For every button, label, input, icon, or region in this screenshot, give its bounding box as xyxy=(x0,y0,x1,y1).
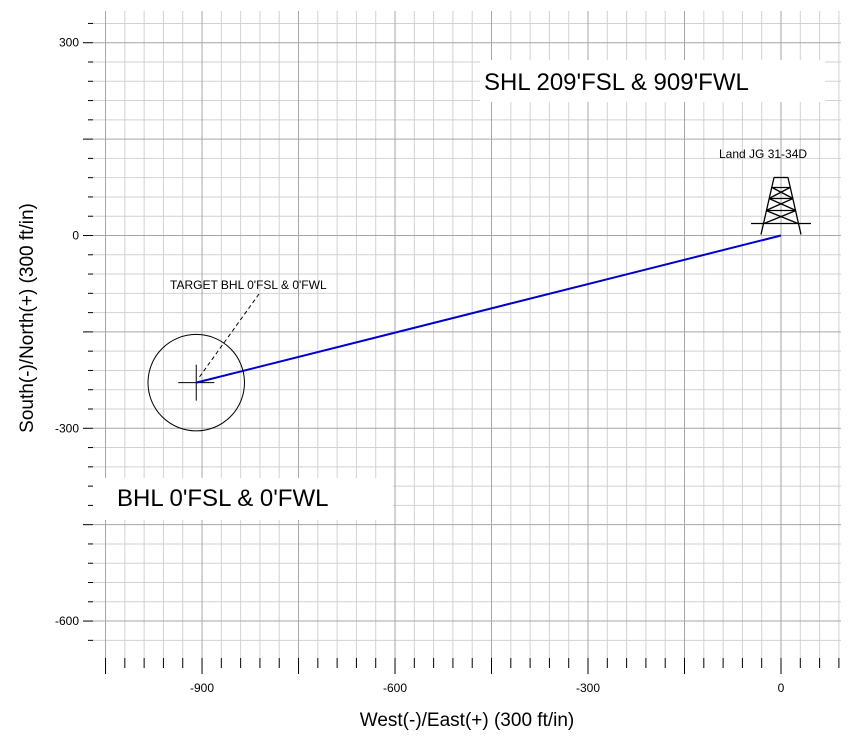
rig-diagonal xyxy=(763,209,797,225)
tick-labels: -900 -600 -300 0 300 0 -300 -600 xyxy=(55,36,785,695)
rig-leg-left xyxy=(760,177,775,235)
bhl-label-background xyxy=(93,478,393,520)
y-tick-label: -600 xyxy=(55,614,79,628)
drilling-rig-icon xyxy=(751,176,811,235)
bhl-annotation: BHL 0'FSL & 0'FWL xyxy=(117,485,328,512)
axis-ticks xyxy=(83,22,840,674)
rig-diagonal xyxy=(765,209,799,225)
y-tick-label: 0 xyxy=(72,229,79,243)
x-tick-label: 0 xyxy=(778,681,785,695)
x-axis-title: West(-)/East(+) (300 ft/in) xyxy=(360,710,575,731)
target-annotation: TARGET BHL 0'FSL & 0'FWL xyxy=(170,278,327,292)
target-circle xyxy=(147,333,245,432)
y-tick-label: 300 xyxy=(59,36,79,50)
rig-diagonal xyxy=(771,186,794,200)
x-tick-label: -300 xyxy=(576,681,600,695)
rig-diagonal xyxy=(768,186,791,200)
well-name-annotation: Land JG 31-34D xyxy=(719,147,807,161)
wellbore-line xyxy=(195,234,782,384)
rig-diagonal xyxy=(768,197,797,212)
shl-annotation: SHL 209'FSL & 909'FWL xyxy=(484,69,749,96)
minor-grid xyxy=(93,11,841,658)
x-tick-label: -900 xyxy=(190,681,214,695)
x-tick-label: -600 xyxy=(383,681,407,695)
y-axis-title: South(-)/North(+) (300 ft/in) xyxy=(17,203,38,433)
y-tick-label: -300 xyxy=(55,421,79,435)
rig-leg-right xyxy=(787,177,802,235)
plot-background xyxy=(93,11,841,658)
wellbore-path xyxy=(195,234,782,384)
major-grid xyxy=(93,11,841,658)
target-leader-line xyxy=(197,293,260,379)
shl-label-background xyxy=(480,60,825,102)
rig-diagonal xyxy=(765,197,794,212)
